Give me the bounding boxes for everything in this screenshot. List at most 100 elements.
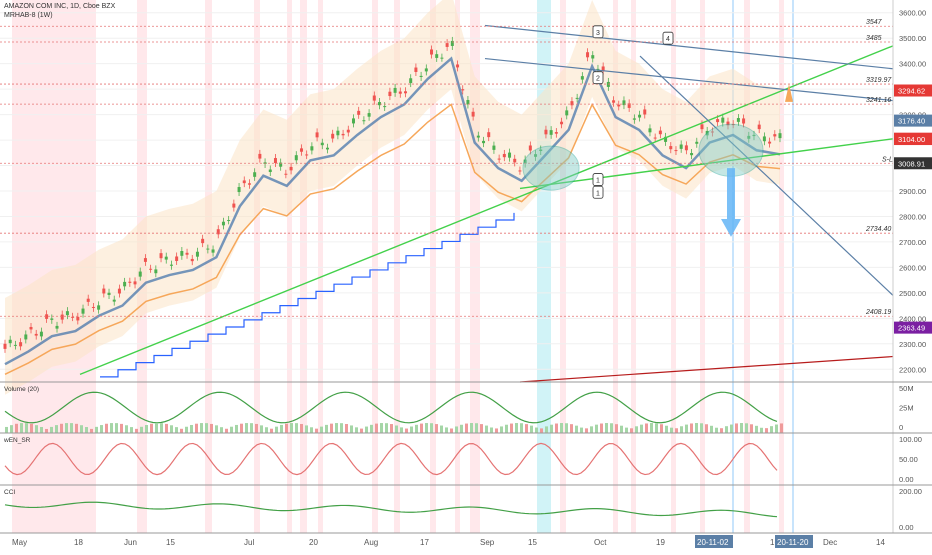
candle xyxy=(143,258,147,262)
band-red xyxy=(671,0,676,533)
volume-bar xyxy=(485,425,488,433)
volume-bar xyxy=(410,426,413,433)
panel-oscillator xyxy=(4,442,778,476)
candle xyxy=(55,325,59,329)
volume-bar xyxy=(355,427,358,433)
volume-bar xyxy=(535,427,538,433)
candle xyxy=(81,308,85,314)
volume-bar xyxy=(165,423,168,433)
candle xyxy=(206,248,210,250)
time-highlight-label: 20-11-02 xyxy=(697,538,729,547)
volume-bar xyxy=(740,423,743,433)
candle xyxy=(175,256,179,261)
candle xyxy=(336,130,340,136)
price-tick-label: 2200.00 xyxy=(899,365,926,374)
volume-bar xyxy=(15,423,18,433)
volume-bar xyxy=(635,426,638,433)
candle xyxy=(736,118,740,122)
volume-bar xyxy=(60,423,63,433)
volume-bar xyxy=(155,423,158,433)
candle xyxy=(24,334,28,340)
price-tick-label: 3600.00 xyxy=(899,9,926,18)
volume-bar xyxy=(125,425,128,433)
candle xyxy=(29,326,33,330)
candle xyxy=(466,100,470,105)
candle xyxy=(461,89,465,91)
candle xyxy=(133,281,137,285)
volume-bar xyxy=(570,424,573,433)
candle xyxy=(315,132,319,138)
candle xyxy=(482,140,486,144)
moving-average xyxy=(4,102,781,376)
volume-bar xyxy=(565,423,568,433)
volume-bar xyxy=(560,423,563,433)
band-red xyxy=(430,0,436,533)
band-red xyxy=(613,0,618,533)
volume-bar xyxy=(595,424,598,433)
stop-step-line xyxy=(100,212,515,378)
candle xyxy=(164,256,168,260)
candle xyxy=(622,100,626,106)
volume-bar xyxy=(25,423,28,433)
red-trendline xyxy=(519,355,894,383)
candle xyxy=(279,162,283,167)
candle xyxy=(112,299,116,302)
candle xyxy=(159,253,163,259)
level-label: 3241.16 xyxy=(866,97,891,104)
candle xyxy=(242,180,246,184)
candle xyxy=(586,52,590,58)
volume-bar xyxy=(630,428,633,433)
candle xyxy=(523,159,527,164)
price-badge-label: 3294.62 xyxy=(898,87,925,96)
candle xyxy=(357,110,361,115)
volume-bar xyxy=(80,425,83,433)
candle xyxy=(518,170,522,172)
volume-bar xyxy=(95,426,98,433)
volume-bar xyxy=(215,425,218,433)
candle xyxy=(424,68,428,72)
volume-bar xyxy=(105,423,108,433)
price-envelope xyxy=(5,0,780,395)
volume-bar xyxy=(250,423,253,433)
candle xyxy=(705,130,709,136)
time-axis-label: Sep xyxy=(480,538,495,547)
volume-bar xyxy=(750,424,753,433)
candle xyxy=(169,264,173,266)
volume-bar xyxy=(760,427,763,433)
down-arrow-icon xyxy=(721,168,741,237)
volume-bar xyxy=(775,424,778,433)
band-red xyxy=(700,0,705,533)
band-red xyxy=(318,0,323,533)
volume-bar xyxy=(380,423,383,433)
volume-bar xyxy=(345,424,348,433)
volume-bar xyxy=(315,428,318,433)
candle xyxy=(284,173,288,175)
candle xyxy=(596,68,600,70)
candle xyxy=(471,111,475,117)
candle xyxy=(201,238,205,244)
candle xyxy=(91,306,95,308)
band-red xyxy=(254,0,260,533)
volume-bar xyxy=(310,427,313,433)
volume-bar xyxy=(400,427,403,433)
volume-bar xyxy=(770,426,773,433)
candle xyxy=(19,342,23,347)
wave-label-box xyxy=(662,31,674,45)
volume-bar xyxy=(585,428,588,433)
candle xyxy=(86,298,90,302)
candle xyxy=(591,55,595,59)
volume-bar xyxy=(665,425,668,433)
volume-bar xyxy=(20,423,23,433)
wave-label: 1 xyxy=(596,178,600,185)
candle xyxy=(544,129,548,135)
candle xyxy=(404,91,408,94)
band-red xyxy=(631,0,636,533)
candle xyxy=(377,102,381,106)
candle xyxy=(128,281,132,283)
time-axis-label: 15 xyxy=(528,538,537,547)
panel-axis-label: 50M xyxy=(899,384,914,393)
volume-bar xyxy=(210,423,213,433)
band-red xyxy=(779,0,784,533)
volume-bar xyxy=(395,425,398,433)
